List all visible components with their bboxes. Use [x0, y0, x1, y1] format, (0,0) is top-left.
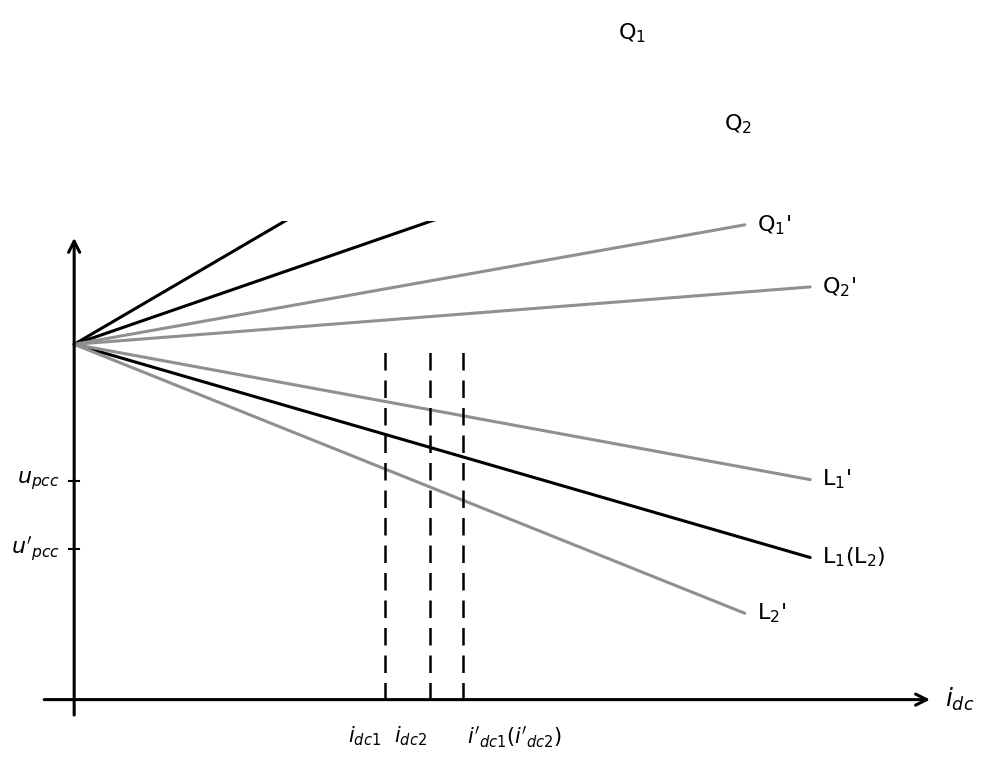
Text: Q$_2$: Q$_2$	[724, 112, 752, 136]
Text: Q$_1$: Q$_1$	[618, 21, 646, 45]
Text: Q$_2$': Q$_2$'	[822, 275, 856, 299]
Text: $i'_{dc1}(i'_{dc2})$: $i'_{dc1}(i'_{dc2})$	[467, 725, 562, 750]
Text: L$_2$': L$_2$'	[757, 601, 786, 625]
Text: $u_{pcc}$: $u_{pcc}$	[17, 469, 60, 492]
Text: $u'_{pcc}$: $u'_{pcc}$	[11, 535, 60, 563]
Text: $i_{dc1}$: $i_{dc1}$	[348, 725, 381, 749]
Text: Q$_1$': Q$_1$'	[757, 213, 792, 237]
Text: $i_{dc2}$: $i_{dc2}$	[394, 725, 428, 749]
Text: L$_1$': L$_1$'	[822, 468, 852, 491]
Text: $i_{dc}$: $i_{dc}$	[945, 686, 974, 713]
Text: L$_1$(L$_2$): L$_1$(L$_2$)	[822, 546, 886, 569]
